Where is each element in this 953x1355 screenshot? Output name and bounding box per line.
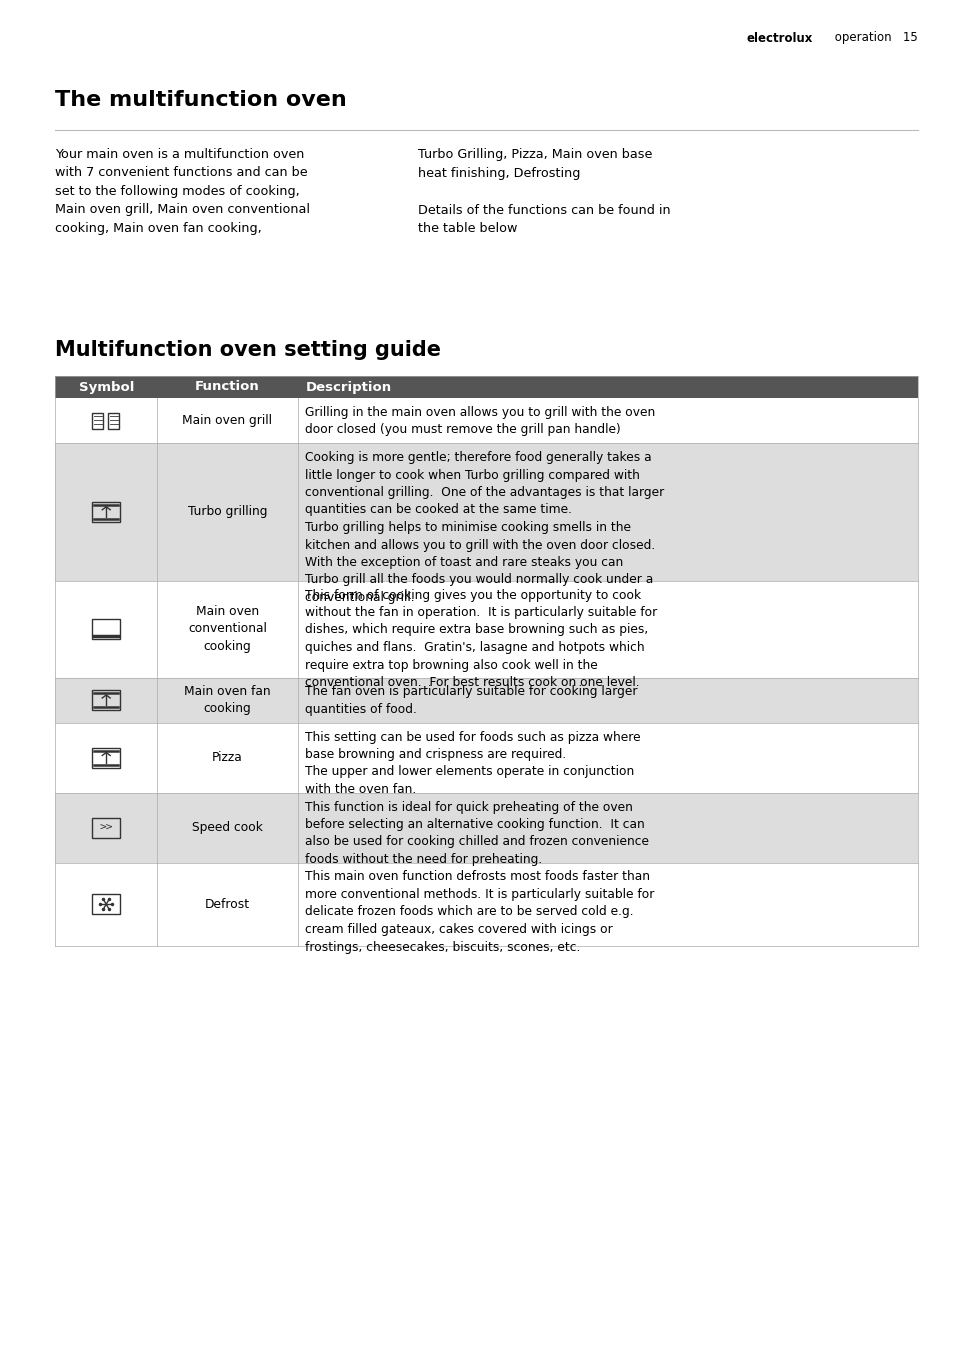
Text: The multifunction oven: The multifunction oven xyxy=(55,89,347,110)
Text: operation   15: operation 15 xyxy=(830,31,917,45)
Text: Turbo grilling: Turbo grilling xyxy=(188,505,267,518)
Text: electrolux: electrolux xyxy=(745,31,812,45)
Text: Your main oven is a multifunction oven
with 7 convenient functions and can be
se: Your main oven is a multifunction oven w… xyxy=(55,148,310,234)
Text: Grilling in the main oven allows you to grill with the oven
door closed (you mus: Grilling in the main oven allows you to … xyxy=(304,406,654,436)
Bar xyxy=(55,793,917,863)
Text: This form of cooking gives you the opportunity to cook
without the fan in operat: This form of cooking gives you the oppor… xyxy=(304,588,657,688)
Text: Cooking is more gentle; therefore food generally takes a
little longer to cook w: Cooking is more gentle; therefore food g… xyxy=(304,451,663,604)
Bar xyxy=(55,580,917,678)
Bar xyxy=(55,375,917,398)
Text: Description: Description xyxy=(305,381,392,393)
Text: Main oven grill: Main oven grill xyxy=(182,415,273,427)
Text: The fan oven is particularly suitable for cooking larger
quantities of food.: The fan oven is particularly suitable fo… xyxy=(304,686,637,715)
Bar xyxy=(108,412,119,428)
Bar xyxy=(92,690,120,710)
Text: Multifunction oven setting guide: Multifunction oven setting guide xyxy=(55,340,441,360)
Text: Main oven
conventional
cooking: Main oven conventional cooking xyxy=(188,604,267,653)
Bar xyxy=(92,412,103,428)
Bar xyxy=(92,894,120,915)
Bar xyxy=(55,678,917,722)
Text: Speed cook: Speed cook xyxy=(192,821,262,833)
Text: Defrost: Defrost xyxy=(205,898,250,911)
Text: This function is ideal for quick preheating of the oven
before selecting an alte: This function is ideal for quick preheat… xyxy=(304,801,648,866)
Bar xyxy=(92,748,120,767)
Bar xyxy=(55,443,917,580)
Text: This setting can be used for foods such as pizza where
base browning and crispne: This setting can be used for foods such … xyxy=(304,730,639,795)
Bar xyxy=(55,722,917,793)
Text: Turbo Grilling, Pizza, Main oven base
heat finishing, Defrosting

Details of the: Turbo Grilling, Pizza, Main oven base he… xyxy=(417,148,670,234)
Text: Pizza: Pizza xyxy=(212,751,242,764)
Bar xyxy=(92,817,120,837)
Text: Symbol: Symbol xyxy=(78,381,133,393)
Text: Main oven fan
cooking: Main oven fan cooking xyxy=(184,684,271,715)
Bar xyxy=(92,619,120,640)
Bar xyxy=(55,398,917,443)
Text: Function: Function xyxy=(194,381,259,393)
Bar xyxy=(55,863,917,946)
Text: >>: >> xyxy=(99,822,112,832)
Bar xyxy=(92,501,120,522)
Text: This main oven function defrosts most foods faster than
more conventional method: This main oven function defrosts most fo… xyxy=(304,870,654,954)
